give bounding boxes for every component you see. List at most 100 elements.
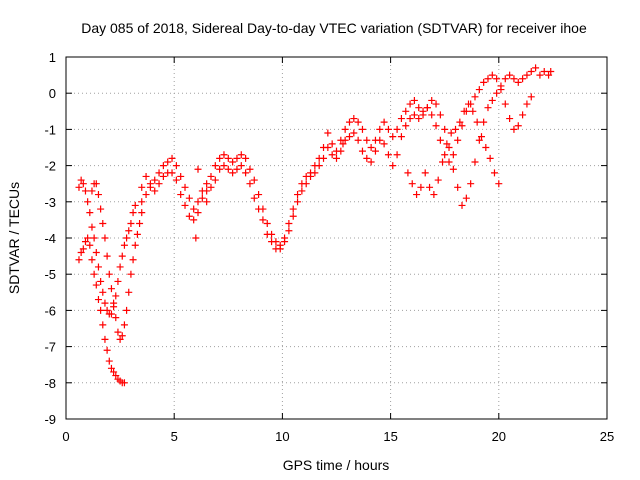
data-point [127, 270, 135, 278]
data-series [138, 64, 555, 249]
data-point [441, 151, 449, 159]
data-point [77, 176, 85, 184]
data-point [397, 115, 405, 123]
data-point [75, 256, 83, 264]
data-point [454, 183, 462, 191]
data-point [107, 364, 115, 372]
data-point [118, 332, 126, 340]
data-point [233, 154, 241, 162]
data-point [123, 306, 131, 314]
data-point [493, 75, 501, 83]
data-point [432, 122, 440, 130]
data-point [384, 151, 392, 159]
data-point [350, 115, 358, 123]
data-point [194, 198, 202, 206]
data-point [341, 136, 349, 144]
data-series [138, 71, 535, 253]
data-point [371, 147, 379, 155]
data-series [192, 140, 347, 242]
y-tick-label: -6 [44, 303, 56, 318]
data-point [426, 183, 434, 191]
data-point [545, 71, 553, 79]
data-point [460, 107, 468, 115]
data-point [203, 198, 211, 206]
data-point [389, 162, 397, 170]
data-point [103, 346, 111, 354]
data-point [242, 154, 250, 162]
data-point [523, 100, 531, 108]
data-point [413, 191, 421, 199]
data-point [125, 288, 133, 296]
data-point [363, 136, 371, 144]
data-point [430, 191, 438, 199]
data-point [112, 372, 120, 380]
data-point [88, 256, 96, 264]
data-point [484, 104, 492, 112]
data-point [471, 93, 479, 101]
data-point [114, 277, 122, 285]
data-point [527, 93, 535, 101]
data-point [159, 162, 167, 170]
data-point [81, 187, 89, 195]
data-point [428, 111, 436, 119]
data-point [350, 129, 358, 137]
data-point [527, 67, 535, 75]
data-point [410, 96, 418, 104]
data-point [224, 165, 232, 173]
data-point [138, 209, 146, 217]
x-tick-labels: 0 5 10 15 20 25 [62, 429, 614, 444]
data-point [345, 118, 353, 126]
data-point [172, 162, 180, 170]
data-point [471, 158, 479, 166]
data-point [259, 216, 267, 224]
data-point [473, 118, 481, 126]
data-point [447, 129, 455, 137]
data-point [428, 96, 436, 104]
data-point [285, 220, 293, 228]
data-point [341, 125, 349, 133]
data-point [220, 162, 228, 170]
data-point [155, 169, 163, 177]
data-point [488, 71, 496, 79]
data-point [307, 172, 315, 180]
data-point [486, 154, 494, 162]
data-point [94, 296, 102, 304]
data-point [402, 122, 410, 130]
data-point [469, 107, 477, 115]
data-point [540, 67, 548, 75]
data-point [419, 111, 427, 119]
data-point [302, 180, 310, 188]
data-point [92, 180, 100, 188]
data-point [345, 133, 353, 141]
data-point [101, 234, 109, 242]
data-point [328, 140, 336, 148]
data-point [490, 169, 498, 177]
data-point [237, 151, 245, 159]
data-point [207, 172, 215, 180]
data-point [84, 198, 92, 206]
data-point [194, 165, 202, 173]
data-point [246, 165, 254, 173]
data-point [417, 183, 425, 191]
data-point [177, 172, 185, 180]
data-point [88, 187, 96, 195]
y-tick-labels: 1 0 -1 -2 -3 -4 -5 -6 -7 -8 -9 [44, 50, 56, 427]
data-point [367, 158, 375, 166]
data-point [315, 162, 323, 170]
x-tick-label: 20 [492, 429, 506, 444]
data-point [92, 248, 100, 256]
data-point [458, 122, 466, 130]
data-point [86, 209, 94, 217]
data-point [155, 180, 163, 188]
data-point [250, 176, 258, 184]
data-point [120, 241, 128, 249]
data-point [452, 125, 460, 133]
data-point [110, 368, 118, 376]
data-point [129, 256, 137, 264]
data-point [354, 118, 362, 126]
data-point [436, 111, 444, 119]
chart-title: Day 085 of 2018, Sidereal Day-to-day VTE… [81, 20, 587, 36]
data-point [376, 125, 384, 133]
data-point [168, 169, 176, 177]
